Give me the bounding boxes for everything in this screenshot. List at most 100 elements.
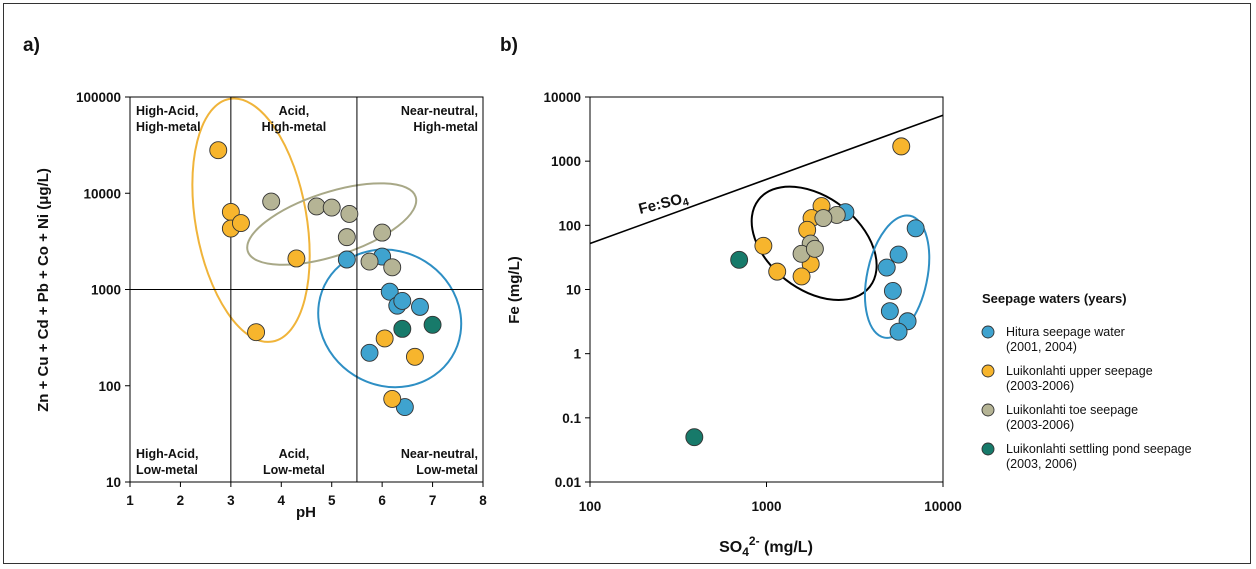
legend-title: Seepage waters (years) (982, 291, 1127, 306)
panel-a-point-hitura (395, 398, 414, 417)
panel-b-point-luik_upper (754, 236, 773, 255)
fe-so4-label-main: Fe:SO (637, 191, 684, 218)
panel-b-x-axis-label: SO42- (mg/L) (719, 534, 813, 559)
panel-a-point-luik_pond (423, 315, 442, 334)
panel-a-point-luik_toe (383, 258, 402, 277)
panel-b-y-tick-label: 1000 (551, 154, 581, 169)
panel-a-x-tick-label: 8 (479, 493, 487, 508)
panel-a-y-tick-label: 100000 (76, 90, 121, 105)
panel-a-point-hitura (337, 250, 356, 269)
legend-label-luik_upper: Luikonlahti upper seepage (1006, 364, 1153, 378)
legend: Seepage waters (years) Hitura seepage wa… (981, 291, 1192, 471)
legend-marker-luik_upper (981, 364, 995, 378)
panel-a-label: a) (23, 35, 40, 56)
panel-a-region-label-ha_lm: Low-metal (136, 463, 198, 477)
panel-a-region-label-ha_lm: High-Acid, (136, 447, 199, 461)
panel-b-x-tick-label: 1000 (751, 499, 781, 514)
panel-a-group-outline-3 (317, 248, 463, 389)
legend-label-luik_toe: Luikonlahti toe seepage (1006, 403, 1138, 417)
panel-a-point-hitura (380, 282, 399, 301)
legend-years-luik_upper: (2003-2006) (1006, 379, 1074, 393)
legend-years-hitura: (2001, 2004) (1006, 340, 1077, 354)
panel-b-x-axis-label-sub: 4 (742, 545, 749, 559)
panel-b-point-hitura (906, 219, 925, 238)
panel-a-region-label-ha_hm: High-metal (136, 120, 201, 134)
panel-b-x-tick-label: 10000 (924, 499, 962, 514)
panel-a-x-tick-label: 5 (328, 493, 336, 508)
panel-b-point-luik_toe (805, 239, 824, 258)
panel-a-point-luik_toe (337, 228, 356, 247)
panel-a-point-hitura (360, 343, 379, 362)
panel-b-y-axis-label: Fe (mg/L) (506, 256, 523, 324)
panel-b-y-tick-label: 0.01 (555, 475, 582, 490)
legend-years-luik_pond: (2003, 2006) (1006, 457, 1077, 471)
panel-b-x-axis-label-sup: 2- (749, 534, 760, 548)
panel-b-y-tick-label: 0.1 (562, 411, 581, 426)
panel-a-region-label-a_hm: Acid, (279, 104, 310, 118)
panel-b-x-axis-label-tail: (mg/L) (760, 539, 813, 556)
legend-label-hitura: Hitura seepage water (1006, 325, 1125, 339)
panel-a-y-tick-label: 1000 (91, 283, 121, 298)
panel-b-point-hitura (883, 281, 902, 300)
panel-a-region-label-a_lm: Acid, (279, 447, 310, 461)
panel-b-y-tick-label: 100 (558, 218, 581, 233)
legend-label-luik_pond: Luikonlahti settling pond seepage (1006, 442, 1192, 456)
panel-b-group-outline-2 (864, 214, 931, 339)
panel-a-point-luik_upper (375, 329, 394, 348)
panel-a-point-luik_upper (231, 214, 250, 233)
legend-marker-luik_pond (981, 442, 995, 456)
panel-a-point-luik_toe (373, 223, 392, 242)
panel-b-point-luik_upper (768, 262, 787, 281)
panel-a-point-luik_toe (322, 198, 341, 217)
panel-a-x-tick-label: 2 (177, 493, 185, 508)
panel-b-label: b) (500, 35, 518, 56)
panel-a-point-luik_toe (360, 252, 379, 271)
panel-b-point-hitura (889, 322, 908, 341)
panel-a-point-luik_upper (405, 347, 424, 366)
panel-a-x-tick-label: 1 (126, 493, 134, 508)
panel-b-point-luik_upper (892, 137, 911, 156)
panel-b-y-tick-label: 10 (566, 283, 581, 298)
panel-a-region-label-nn_lm: Low-metal (416, 463, 478, 477)
panel-b-point-luik_toe (814, 209, 833, 227)
panel-b-x-axis-label-main: SO (719, 539, 742, 556)
panel-a-point-luik_toe (340, 204, 359, 223)
panel-b-y-tick-label: 10000 (543, 90, 581, 105)
legend-marker-luik_toe (981, 403, 995, 417)
panel-a-point-luik_toe (262, 192, 281, 211)
panel-a-point-luik_upper (247, 323, 266, 342)
fe-so4-label-sub: 4 (681, 196, 691, 209)
panel-a-point-luik_pond (393, 319, 412, 338)
fe-so4-line-label: Fe:SO4 (637, 189, 691, 220)
panel-a-point-luik_toe (307, 197, 326, 216)
panel-a-point-hitura (393, 292, 412, 310)
panel-b-y-tick-label: 1 (573, 347, 581, 362)
panel-a-region-label-a_lm: Low-metal (263, 463, 325, 477)
panel-b-x-tick-label: 100 (579, 499, 602, 514)
panel-b-chart: 100 1000 10000 0.01 0.1 1 10 100 1000 10000 Fe (m… (506, 90, 962, 559)
panel-a-x-tick-label: 3 (227, 493, 235, 508)
panel-b-point-hitura (880, 302, 899, 321)
panel-a-region-label-nn_lm: Near-neutral, (401, 447, 478, 461)
panel-a-y-axis-label: Zn + Cu + Cd + Pb + Co + Ni (μg/L) (35, 168, 52, 412)
panel-a-region-label-nn_hm: High-metal (413, 120, 478, 134)
panel-b-point-hitura (889, 245, 908, 264)
panel-a-region-label-ha_hm: High-Acid, (136, 104, 199, 118)
panel-a-y-tick-label: 100 (98, 379, 121, 394)
panel-b-point-hitura (877, 258, 896, 277)
fe-so4-ratio-line (589, 114, 944, 245)
panel-a-region-label-nn_hm: Near-neutral, (401, 104, 478, 118)
panel-a-y-tick-label: 10 (106, 475, 121, 490)
panel-b-point-luik_pond (730, 250, 749, 269)
panel-a-point-hitura (411, 297, 429, 316)
panel-a-x-axis-label: pH (296, 504, 316, 521)
panel-a-x-tick-label: 6 (378, 493, 386, 508)
panel-a-group-outline-1 (191, 97, 311, 343)
panel-a-y-tick-label: 10000 (83, 186, 121, 201)
panel-a-point-luik_upper (209, 141, 228, 160)
panel-a-x-tick-label: 4 (278, 493, 286, 508)
legend-marker-hitura (981, 325, 995, 339)
panel-a-point-luik_upper (383, 389, 402, 408)
panel-b-point-luik_pond (685, 428, 704, 447)
